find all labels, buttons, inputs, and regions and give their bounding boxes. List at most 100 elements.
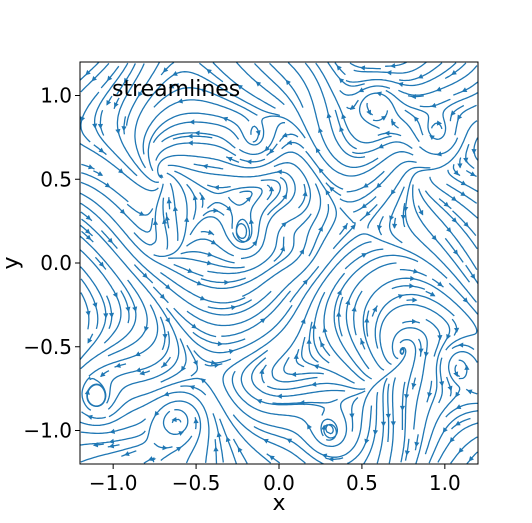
streamline — [169, 183, 179, 241]
streamline-arrow — [376, 224, 383, 231]
streamline — [445, 402, 478, 418]
streamline-arrow — [123, 77, 129, 84]
streamline-arrow — [97, 123, 104, 130]
streamline-arrow — [429, 291, 436, 297]
streamline-arrow — [363, 182, 369, 188]
streamline-arrow — [390, 120, 397, 126]
streamline-arrow — [132, 306, 138, 312]
streamline — [242, 183, 322, 297]
streamline-arrow — [321, 453, 328, 459]
streamline-arrow — [166, 198, 172, 204]
streamline-arrow — [418, 348, 424, 354]
streamline — [407, 95, 424, 98]
streamline — [107, 279, 148, 357]
streamline — [171, 418, 182, 424]
streamline — [353, 196, 377, 213]
streamline — [204, 363, 223, 367]
streamline-arrow — [124, 451, 130, 456]
streamline-arrow — [269, 148, 275, 154]
streamline-arrow — [468, 456, 474, 462]
streamline-arrow — [187, 140, 193, 146]
streamline-arrow — [202, 163, 208, 170]
streamline-arrow — [256, 399, 263, 404]
x-axis-label: x — [272, 491, 285, 516]
streamline-arrow — [108, 312, 115, 318]
streamline-arrow — [164, 215, 170, 221]
streamline-arrow — [84, 228, 91, 234]
streamline — [212, 413, 224, 463]
streamline — [454, 364, 461, 378]
streamline — [80, 192, 312, 290]
streamline-arrow — [326, 112, 332, 119]
streamline-arrow — [87, 337, 93, 344]
streamline — [222, 233, 448, 458]
streamline-arrow — [455, 391, 461, 398]
streamline — [429, 176, 478, 219]
streamline — [160, 62, 175, 76]
streamline — [160, 338, 187, 383]
streamline-arrow — [97, 171, 104, 176]
streamline — [206, 201, 234, 229]
streamline — [385, 89, 478, 140]
streamline-arrow — [372, 306, 377, 313]
streamline-arrow — [87, 414, 93, 420]
streamline-arrow — [213, 446, 219, 452]
streamline-arrow — [280, 245, 286, 252]
streamline-arrow — [436, 151, 442, 157]
streamline-arrow — [349, 413, 355, 419]
streamline-arrow — [276, 169, 282, 175]
streamline — [417, 338, 422, 357]
streamline-arrow — [193, 360, 198, 366]
streamline — [160, 435, 193, 461]
streamline-arrow — [389, 215, 395, 221]
streamline — [80, 400, 202, 464]
streamline — [254, 62, 414, 177]
streamline-arrow — [85, 214, 92, 221]
streamline-arrow — [300, 318, 306, 324]
streamline-arrow — [178, 431, 185, 436]
streamline-arrow — [165, 284, 171, 290]
streamline-arrow — [147, 456, 154, 462]
streamline-arrow — [109, 428, 116, 434]
streamline-arrow — [414, 441, 420, 448]
streamline — [281, 141, 305, 150]
streamline-arrow — [411, 318, 418, 325]
streamline — [80, 91, 100, 143]
streamline-arrow — [192, 194, 198, 201]
streamline — [465, 143, 475, 170]
streamline — [349, 62, 381, 70]
streamline-arrow — [165, 317, 170, 324]
streamline — [161, 132, 236, 149]
streamline-arrow — [320, 341, 326, 348]
streamline — [312, 291, 330, 364]
streamline-arrow — [115, 128, 121, 135]
streamline-arrow — [172, 205, 178, 212]
streamline — [267, 176, 288, 216]
streamline-arrow — [98, 261, 105, 268]
streamline-arrow — [107, 237, 113, 244]
streamline — [398, 62, 443, 82]
streamline-arrow — [159, 293, 166, 300]
streamline-arrow — [351, 306, 357, 312]
x-tick-label: 0.0 — [263, 471, 295, 495]
streamline-arrow — [376, 91, 382, 97]
streamline — [453, 81, 478, 96]
x-tick-label: −0.5 — [172, 471, 221, 495]
streamline — [202, 209, 225, 217]
streamline-arrow — [119, 208, 126, 215]
streamline — [155, 142, 237, 161]
streamline — [438, 357, 443, 404]
streamline-arrow — [341, 113, 347, 120]
streamline-arrow — [454, 327, 460, 333]
streamline-arrow — [139, 211, 145, 216]
streamline-arrow — [227, 156, 233, 162]
streamline — [339, 85, 391, 96]
streamline — [424, 190, 478, 250]
streamline-arrow — [380, 421, 387, 427]
streamline-arrow — [462, 297, 468, 303]
streamline-arrow — [246, 159, 252, 165]
streamline-arrow — [293, 353, 299, 359]
streamline-arrow — [291, 371, 297, 377]
streamline-arrow — [135, 367, 142, 373]
streamline-arrow — [269, 455, 275, 461]
